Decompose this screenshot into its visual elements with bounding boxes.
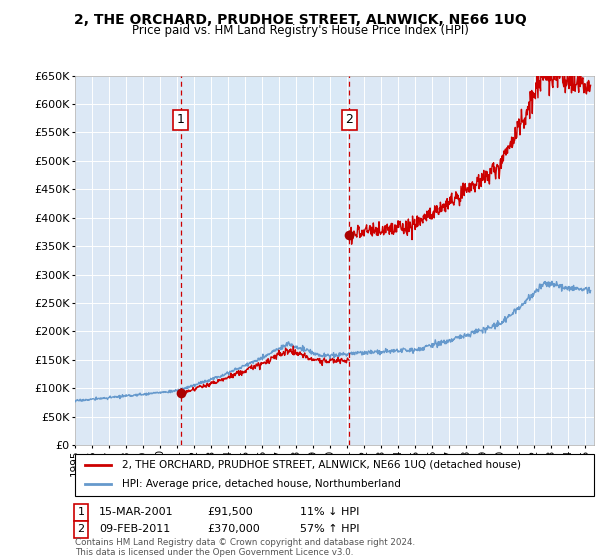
Text: £91,500: £91,500 [207,507,253,517]
Text: 2, THE ORCHARD, PRUDHOE STREET, ALNWICK, NE66 1UQ (detached house): 2, THE ORCHARD, PRUDHOE STREET, ALNWICK,… [122,460,521,470]
Text: 11% ↓ HPI: 11% ↓ HPI [300,507,359,517]
Text: HPI: Average price, detached house, Northumberland: HPI: Average price, detached house, Nort… [122,479,401,489]
Text: 15-MAR-2001: 15-MAR-2001 [99,507,173,517]
Text: 1: 1 [77,507,85,517]
Text: 2, THE ORCHARD, PRUDHOE STREET, ALNWICK, NE66 1UQ: 2, THE ORCHARD, PRUDHOE STREET, ALNWICK,… [74,13,526,27]
Text: Price paid vs. HM Land Registry's House Price Index (HPI): Price paid vs. HM Land Registry's House … [131,24,469,36]
Text: Contains HM Land Registry data © Crown copyright and database right 2024.
This d: Contains HM Land Registry data © Crown c… [75,538,415,557]
Text: 2: 2 [77,524,85,534]
Text: 1: 1 [177,114,185,127]
Bar [181,76,349,445]
FancyBboxPatch shape [75,454,594,496]
Text: 09-FEB-2011: 09-FEB-2011 [99,524,170,534]
Text: 2: 2 [346,114,353,127]
Text: £370,000: £370,000 [207,524,260,534]
Text: 57% ↑ HPI: 57% ↑ HPI [300,524,359,534]
